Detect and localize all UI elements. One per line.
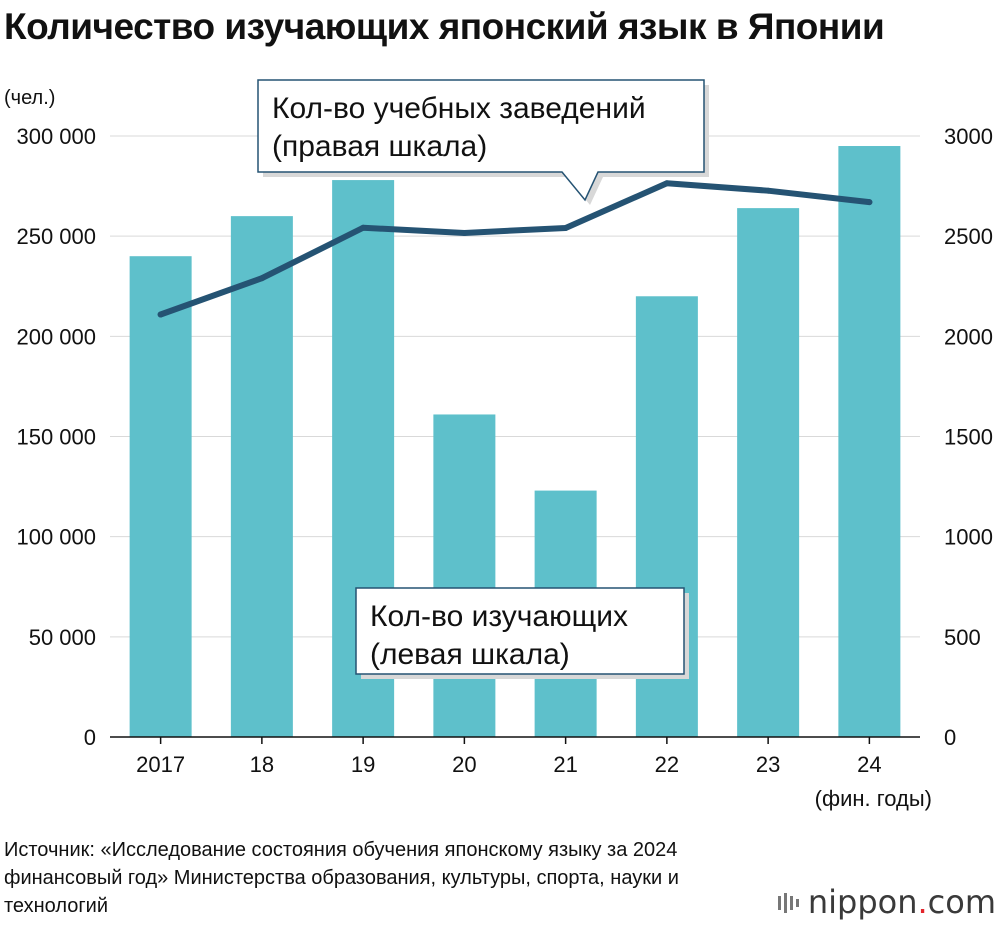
- x-tick-label: 22: [655, 752, 679, 777]
- y-right-tick-label: 2000: [944, 324, 993, 349]
- bar: [737, 208, 800, 737]
- callout-text: (правая шкала): [272, 130, 487, 163]
- line-schools: [157, 180, 873, 318]
- y-left-tick-label: 50 000: [29, 625, 96, 650]
- y-left-axis-label: (чел.): [4, 87, 55, 109]
- callout-box: [355, 587, 685, 675]
- line-point: [866, 199, 873, 206]
- y-right-tick-label: 0: [944, 725, 956, 750]
- axes: 0 0 50 000 500 100 000 1000 150 000 1500 200 000…: [4, 87, 993, 811]
- callout-text: (левая шкала): [370, 638, 570, 671]
- y-right-tick-label: 500: [944, 625, 981, 650]
- source-note: Источник: «Исследование состояния обучен…: [4, 839, 679, 917]
- bar: [230, 216, 293, 738]
- y-left-tick-label: 150 000: [16, 425, 96, 450]
- line-point: [360, 224, 367, 231]
- logo-dot: .: [917, 883, 928, 921]
- bar: [433, 414, 496, 737]
- x-tick-label: 19: [351, 752, 375, 777]
- x-tick-label: 18: [250, 752, 274, 777]
- callout-text: Кол-во учебных заведений: [272, 92, 646, 125]
- bar: [129, 256, 192, 737]
- line-point: [663, 180, 670, 187]
- x-axis-label: (фин. годы): [815, 786, 932, 811]
- callout-0: Кол-во учебных заведений (правая шкала): [257, 79, 709, 205]
- callouts: Кол-во учебных заведений(правая шкала)Ко…: [257, 79, 709, 679]
- y-left-tick-label: 100 000: [16, 525, 96, 550]
- y-right-tick-label: 2500: [944, 224, 993, 249]
- callout-box: [257, 79, 705, 202]
- line-point: [765, 187, 772, 194]
- x-tick-label: 23: [756, 752, 780, 777]
- y-right-tick-label: 1500: [944, 425, 993, 450]
- y-right-tick-label: 1000: [944, 525, 993, 550]
- bar: [838, 146, 901, 737]
- logo-bars-icon: [777, 893, 799, 913]
- x-tick-label: 21: [553, 752, 577, 777]
- page-title: Количество изучающих японский язык в Япо…: [4, 6, 885, 47]
- x-tick-label: 20: [452, 752, 476, 777]
- logo-name: nippon: [807, 883, 918, 921]
- chart: 0 0 50 000 500 100 000 1000 150 000 1500 200 000…: [4, 79, 993, 811]
- line-point: [461, 229, 468, 236]
- line-point: [157, 311, 164, 318]
- y-left-tick-label: 300 000: [16, 124, 96, 149]
- x-tick-label: 2017: [136, 752, 185, 777]
- line-point: [258, 275, 265, 282]
- y-left-tick-label: 200 000: [16, 324, 96, 349]
- y-right-tick-label: 3000: [944, 124, 993, 149]
- bar-series: [129, 146, 901, 738]
- callout-text: Кол-во изучающих: [370, 600, 628, 633]
- y-left-tick-label: 0: [84, 725, 96, 750]
- nippon-logo: nippon.com: [777, 883, 996, 921]
- line-series: [157, 180, 873, 318]
- line-point: [562, 224, 569, 231]
- y-left-tick-label: 250 000: [16, 224, 96, 249]
- x-tick-label: 24: [857, 752, 881, 777]
- logo-suffix: com: [927, 883, 996, 921]
- callout-1: Кол-во изучающих (левая шкала): [355, 587, 689, 679]
